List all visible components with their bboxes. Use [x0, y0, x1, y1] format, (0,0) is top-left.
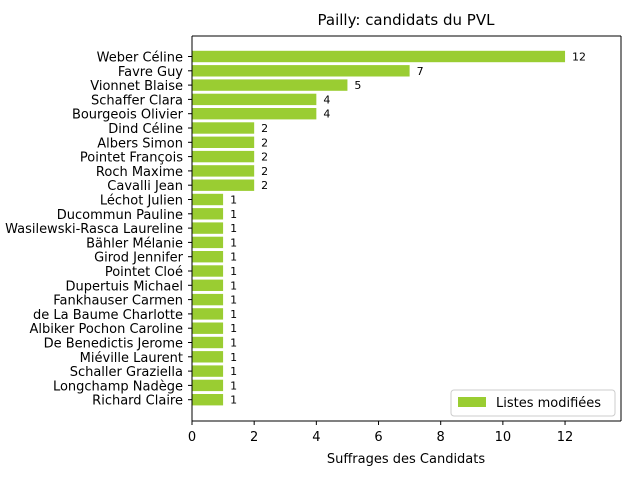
bar-value-label: 1	[230, 251, 237, 264]
bar-value-label: 2	[261, 179, 268, 192]
bar-value-label: 1	[230, 194, 237, 207]
bar-value-label: 12	[572, 51, 586, 64]
bar	[192, 179, 255, 191]
x-tick-label: 4	[312, 430, 320, 445]
bar	[192, 50, 566, 63]
x-tick-label: 8	[437, 430, 445, 445]
category-label: Cavalli Jean	[107, 179, 183, 194]
bar-value-label: 1	[230, 365, 237, 378]
category-label: Ducommun Pauline	[57, 208, 183, 223]
bar	[192, 122, 255, 134]
bar-value-label: 2	[261, 165, 268, 178]
category-label: Schaffer Clara	[91, 93, 183, 108]
x-axis-label: Suffrages des Candidats	[327, 452, 486, 467]
bar-value-label: 1	[230, 379, 237, 392]
bar	[192, 165, 255, 177]
bar	[192, 79, 348, 91]
category-label: Albers Simon	[97, 136, 183, 151]
category-label: Bourgeois Olivier	[72, 108, 184, 123]
bar	[192, 222, 224, 234]
category-label: Weber Céline	[97, 51, 183, 66]
x-tick-label: 10	[495, 430, 512, 445]
bar-value-label: 1	[230, 351, 237, 364]
bar	[192, 265, 224, 277]
x-axis-ticks-group: 0 2 4 6 8 10 12	[188, 421, 573, 445]
category-label: Schaller Graziella	[70, 365, 183, 380]
bar-value-label: 1	[230, 236, 237, 249]
category-label: De Benedictis Jerome	[44, 337, 183, 352]
legend-label: Listes modifiées	[496, 396, 601, 411]
category-label: Favre Guy	[118, 65, 183, 80]
bar-value-label: 2	[261, 136, 268, 149]
legend: Listes modifiées	[450, 389, 616, 417]
category-label: Wasilewski-Rasca Laureline	[5, 222, 183, 237]
category-label: Albiker Pochon Caroline	[30, 322, 183, 337]
bar-value-label: 4	[323, 93, 330, 106]
bar	[192, 236, 224, 249]
bar-value-label: 1	[230, 294, 237, 307]
axes-frame	[191, 35, 622, 422]
legend-swatch	[458, 397, 486, 407]
bar	[192, 93, 317, 106]
bar-value-label: 1	[230, 322, 237, 335]
category-label: Pointet Cloé	[105, 265, 183, 280]
legend-frame	[450, 389, 616, 417]
bar	[192, 394, 224, 406]
bar-value-label: 1	[230, 394, 237, 407]
bar	[192, 150, 255, 163]
category-label: Dupertuis Michael	[66, 279, 184, 294]
bar-value-label: 7	[417, 65, 424, 78]
category-label: Fankhauser Carmen	[53, 294, 183, 309]
bar-value-label: 2	[261, 151, 268, 164]
bar	[192, 308, 224, 320]
x-tick-label: 6	[374, 430, 382, 445]
category-label: Girod Jennifer	[94, 251, 184, 266]
bar-value-label: 1	[230, 265, 237, 278]
x-tick-label: 2	[250, 430, 258, 445]
chart-title: Pailly: candidats du PVL	[318, 11, 496, 29]
bar-value-label: 5	[354, 79, 361, 92]
category-label: Richard Claire	[92, 394, 183, 409]
bar	[192, 293, 224, 306]
category-label: Pointet François	[80, 151, 183, 166]
bar	[192, 108, 317, 120]
bar-value-label: 2	[261, 122, 268, 135]
bar	[192, 279, 224, 291]
category-label: de La Baume Charlotte	[33, 308, 183, 323]
category-label: Vionnet Blaise	[90, 79, 183, 94]
bar-value-label: 1	[230, 308, 237, 321]
bar	[192, 251, 224, 263]
bar-value-label: 1	[230, 279, 237, 292]
bar	[192, 379, 224, 392]
x-tick-label: 12	[557, 430, 574, 445]
bar	[192, 365, 224, 377]
bar	[192, 336, 224, 349]
bar	[192, 322, 224, 334]
bar-value-label: 1	[230, 208, 237, 221]
category-label: Roch Maxime	[96, 165, 183, 180]
category-label: Bähler Mélanie	[86, 236, 183, 251]
bars-group	[192, 50, 566, 406]
bar	[192, 65, 410, 77]
bar	[192, 208, 224, 220]
x-tick-label: 0	[188, 430, 196, 445]
category-label: Miéville Laurent	[80, 351, 183, 366]
category-label: Dind Céline	[108, 122, 183, 137]
bar-value-label: 4	[323, 108, 330, 121]
bar-value-label: 1	[230, 222, 237, 235]
category-label: Longchamp Nadège	[53, 379, 183, 394]
bar	[192, 193, 224, 206]
category-label: Léchot Julien	[100, 194, 183, 209]
bar-value-label: 1	[230, 337, 237, 350]
bar	[192, 351, 224, 363]
bar	[192, 136, 255, 148]
